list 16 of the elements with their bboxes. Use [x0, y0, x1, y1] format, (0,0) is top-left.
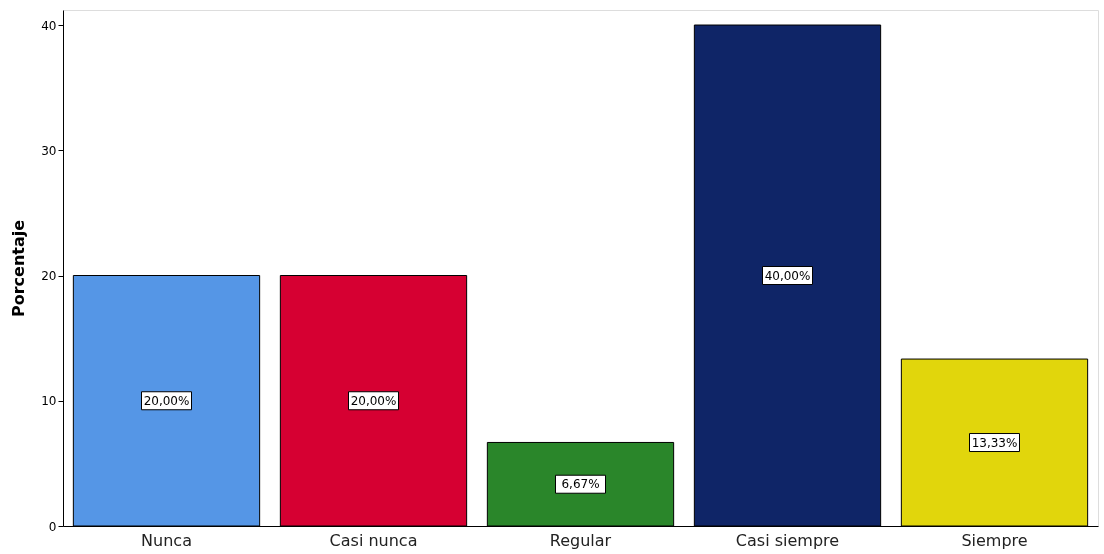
data-label: 6,67% [561, 477, 600, 492]
y-tick-label: 30 [41, 143, 57, 158]
x-tick-label: Nunca [141, 530, 192, 550]
data-label: 20,00% [350, 393, 397, 408]
data-label: 13,33% [971, 435, 1018, 450]
y-axis-title: Porcentaje [9, 219, 29, 318]
y-tick-label: 0 [48, 519, 57, 534]
data-label: 20,00% [143, 393, 190, 408]
y-tick-label: 40 [41, 18, 57, 33]
x-tick-label: Regular [549, 530, 612, 550]
data-label: 40,00% [764, 268, 811, 283]
y-tick-label: 20 [41, 269, 57, 284]
x-tick-label: Casi nunca [329, 530, 418, 550]
y-tick-label: 10 [41, 394, 57, 409]
x-tick-label: Casi siempre [735, 530, 840, 550]
x-tick-label: Siempre [961, 530, 1028, 550]
